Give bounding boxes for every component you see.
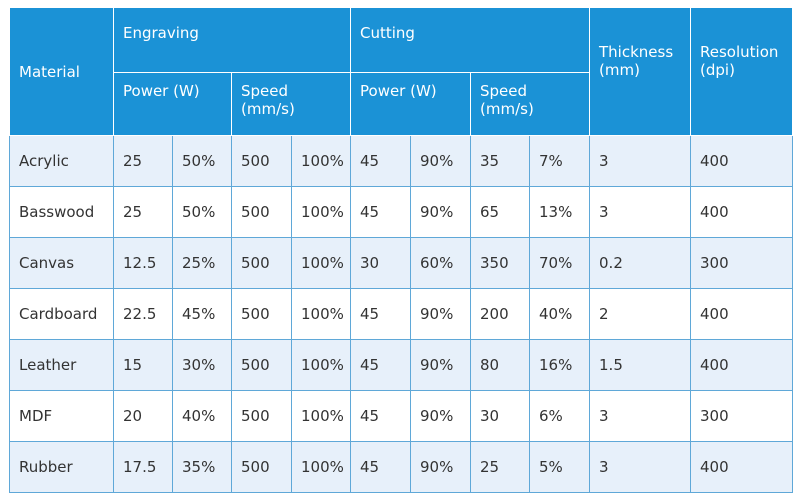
table-cell: 30 bbox=[470, 390, 530, 442]
table-cell: 400 bbox=[690, 288, 794, 340]
table-cell: 400 bbox=[690, 441, 794, 493]
table-cell: 40% bbox=[528, 288, 591, 340]
table-cell: 5% bbox=[528, 441, 591, 493]
table-cell: 100% bbox=[291, 339, 351, 391]
table-cell: 45 bbox=[350, 288, 411, 340]
table-cell: 300 bbox=[690, 237, 794, 289]
table-cell: 40% bbox=[172, 390, 232, 442]
table-cell: 60% bbox=[410, 237, 471, 289]
table-cell: 20 bbox=[113, 390, 173, 442]
table-cell: 400 bbox=[690, 339, 794, 391]
table-cell: 500 bbox=[231, 288, 292, 340]
table-cell: 35 bbox=[470, 135, 530, 187]
table-cell: 100% bbox=[291, 390, 351, 442]
table-cell: 100% bbox=[291, 186, 351, 238]
material-cell: Canvas bbox=[9, 237, 114, 289]
table-cell: 45% bbox=[172, 288, 232, 340]
table-cell: 3 bbox=[589, 441, 692, 493]
header-engraving: Engraving bbox=[113, 7, 351, 73]
table-cell: 300 bbox=[690, 390, 794, 442]
table-cell: 80 bbox=[470, 339, 530, 391]
table-cell: 90% bbox=[410, 390, 471, 442]
header-material: Material bbox=[9, 7, 114, 136]
table-row: Cardboard 22.5 45% 500 100% 45 90% 200 40% 2 400 bbox=[9, 288, 794, 340]
table-cell: 30% bbox=[172, 339, 232, 391]
table-cell: 350 bbox=[470, 237, 530, 289]
material-cell: Basswood bbox=[9, 186, 114, 238]
table-cell: 400 bbox=[690, 186, 794, 238]
table-cell: 7% bbox=[528, 135, 591, 187]
table-cell: 25% bbox=[172, 237, 232, 289]
table-cell: 16% bbox=[528, 339, 591, 391]
table-row: MDF 20 40% 500 100% 45 90% 30 6% 3 300 bbox=[9, 390, 794, 442]
table-cell: 100% bbox=[291, 441, 351, 493]
table-cell: 17.5 bbox=[113, 441, 173, 493]
table-cell: 50% bbox=[172, 135, 232, 187]
table-cell: 500 bbox=[231, 441, 292, 493]
table-cell: 500 bbox=[231, 339, 292, 391]
table-cell: 100% bbox=[291, 135, 351, 187]
table-cell: 45 bbox=[350, 135, 411, 187]
table-cell: 25 bbox=[113, 135, 173, 187]
table-cell: 15 bbox=[113, 339, 173, 391]
table-cell: 2 bbox=[589, 288, 692, 340]
laser-settings-table: Material Engraving Cutting Thickness (mm… bbox=[9, 7, 794, 493]
table-cell: 25 bbox=[113, 186, 173, 238]
laser-settings-table-container: Material Engraving Cutting Thickness (mm… bbox=[9, 7, 794, 493]
table-cell: 3 bbox=[589, 390, 692, 442]
table-cell: 45 bbox=[350, 390, 411, 442]
table-cell: 13% bbox=[528, 186, 591, 238]
material-cell: MDF bbox=[9, 390, 114, 442]
table-cell: 45 bbox=[350, 339, 411, 391]
header-resolution: Resolution (dpi) bbox=[690, 7, 794, 136]
table-cell: 500 bbox=[231, 390, 292, 442]
table-row: Basswood 25 50% 500 100% 45 90% 65 13% 3 400 bbox=[9, 186, 794, 238]
table-cell: 45 bbox=[350, 186, 411, 238]
table-cell: 70% bbox=[528, 237, 591, 289]
header-thickness: Thickness (mm) bbox=[589, 7, 692, 136]
material-cell: Leather bbox=[9, 339, 114, 391]
table-cell: 500 bbox=[231, 237, 292, 289]
table-row: Rubber 17.5 35% 500 100% 45 90% 25 5% 3 400 bbox=[9, 441, 794, 493]
material-cell: Rubber bbox=[9, 441, 114, 493]
header-cutting: Cutting bbox=[349, 7, 591, 73]
table-cell: 25 bbox=[470, 441, 530, 493]
table-cell: 50% bbox=[172, 186, 232, 238]
material-cell: Cardboard bbox=[9, 288, 114, 340]
table-cell: 6% bbox=[528, 390, 591, 442]
table-row: Leather 15 30% 500 100% 45 90% 80 16% 1.5 400 bbox=[9, 339, 794, 391]
table-row: Canvas 12.5 25% 500 100% 30 60% 350 70% 0.2 300 bbox=[9, 237, 794, 289]
table-cell: 0.2 bbox=[589, 237, 692, 289]
table-cell: 90% bbox=[410, 441, 471, 493]
table-cell: 45 bbox=[350, 441, 411, 493]
table-row: Acrylic 25 50% 500 100% 45 90% 35 7% 3 400 bbox=[9, 135, 794, 187]
table-cell: 1.5 bbox=[589, 339, 692, 391]
header-cutting-power: Power (W) bbox=[350, 72, 471, 136]
table-cell: 22.5 bbox=[113, 288, 173, 340]
material-cell: Acrylic bbox=[9, 135, 114, 187]
table-cell: 35% bbox=[172, 441, 232, 493]
table-header: Material Engraving Cutting Thickness (mm… bbox=[9, 7, 794, 136]
table-cell: 90% bbox=[410, 339, 471, 391]
table-cell: 100% bbox=[291, 288, 351, 340]
table-cell: 65 bbox=[470, 186, 530, 238]
table-cell: 12.5 bbox=[113, 237, 173, 289]
header-engraving-speed: Speed (mm/s) bbox=[231, 72, 351, 136]
table-body: Acrylic 25 50% 500 100% 45 90% 35 7% 3 400 Basswood… bbox=[9, 135, 794, 493]
table-cell: 100% bbox=[291, 237, 351, 289]
table-cell: 90% bbox=[410, 288, 471, 340]
table-cell: 3 bbox=[589, 135, 692, 187]
table-cell: 500 bbox=[231, 135, 292, 187]
header-engraving-power: Power (W) bbox=[113, 72, 232, 136]
table-cell: 90% bbox=[410, 135, 471, 187]
table-cell: 500 bbox=[231, 186, 292, 238]
header-cutting-speed: Speed (mm/s) bbox=[469, 72, 591, 136]
table-cell: 3 bbox=[589, 186, 692, 238]
table-cell: 400 bbox=[690, 135, 794, 187]
table-cell: 30 bbox=[350, 237, 411, 289]
table-cell: 200 bbox=[470, 288, 530, 340]
table-cell: 90% bbox=[410, 186, 471, 238]
